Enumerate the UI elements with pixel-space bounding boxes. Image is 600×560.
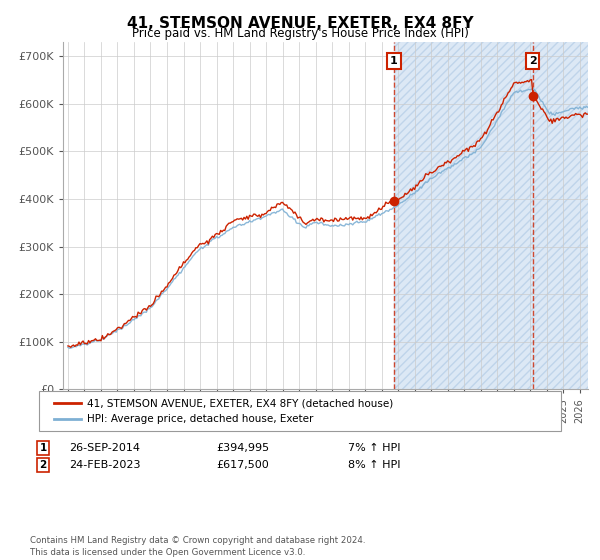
Text: £617,500: £617,500 — [216, 460, 269, 470]
Bar — [394, 42, 588, 389]
Text: 1: 1 — [40, 443, 47, 453]
Text: 26-SEP-2014: 26-SEP-2014 — [69, 443, 140, 453]
Text: HPI: Average price, detached house, Exeter: HPI: Average price, detached house, Exet… — [87, 414, 313, 424]
Text: Contains HM Land Registry data © Crown copyright and database right 2024.
This d: Contains HM Land Registry data © Crown c… — [30, 536, 365, 557]
Bar — [394, 42, 588, 389]
Text: £394,995: £394,995 — [216, 443, 269, 453]
Text: 41, STEMSON AVENUE, EXETER, EX4 8FY (detached house): 41, STEMSON AVENUE, EXETER, EX4 8FY (det… — [87, 398, 393, 408]
Text: 41, STEMSON AVENUE, EXETER, EX4 8FY: 41, STEMSON AVENUE, EXETER, EX4 8FY — [127, 16, 473, 31]
Text: 1: 1 — [390, 56, 398, 66]
Text: 7% ↑ HPI: 7% ↑ HPI — [348, 443, 401, 453]
Text: 2: 2 — [529, 56, 536, 66]
Text: 24-FEB-2023: 24-FEB-2023 — [69, 460, 140, 470]
Text: 2: 2 — [40, 460, 47, 470]
Text: 8% ↑ HPI: 8% ↑ HPI — [348, 460, 401, 470]
Text: Price paid vs. HM Land Registry's House Price Index (HPI): Price paid vs. HM Land Registry's House … — [131, 27, 469, 40]
